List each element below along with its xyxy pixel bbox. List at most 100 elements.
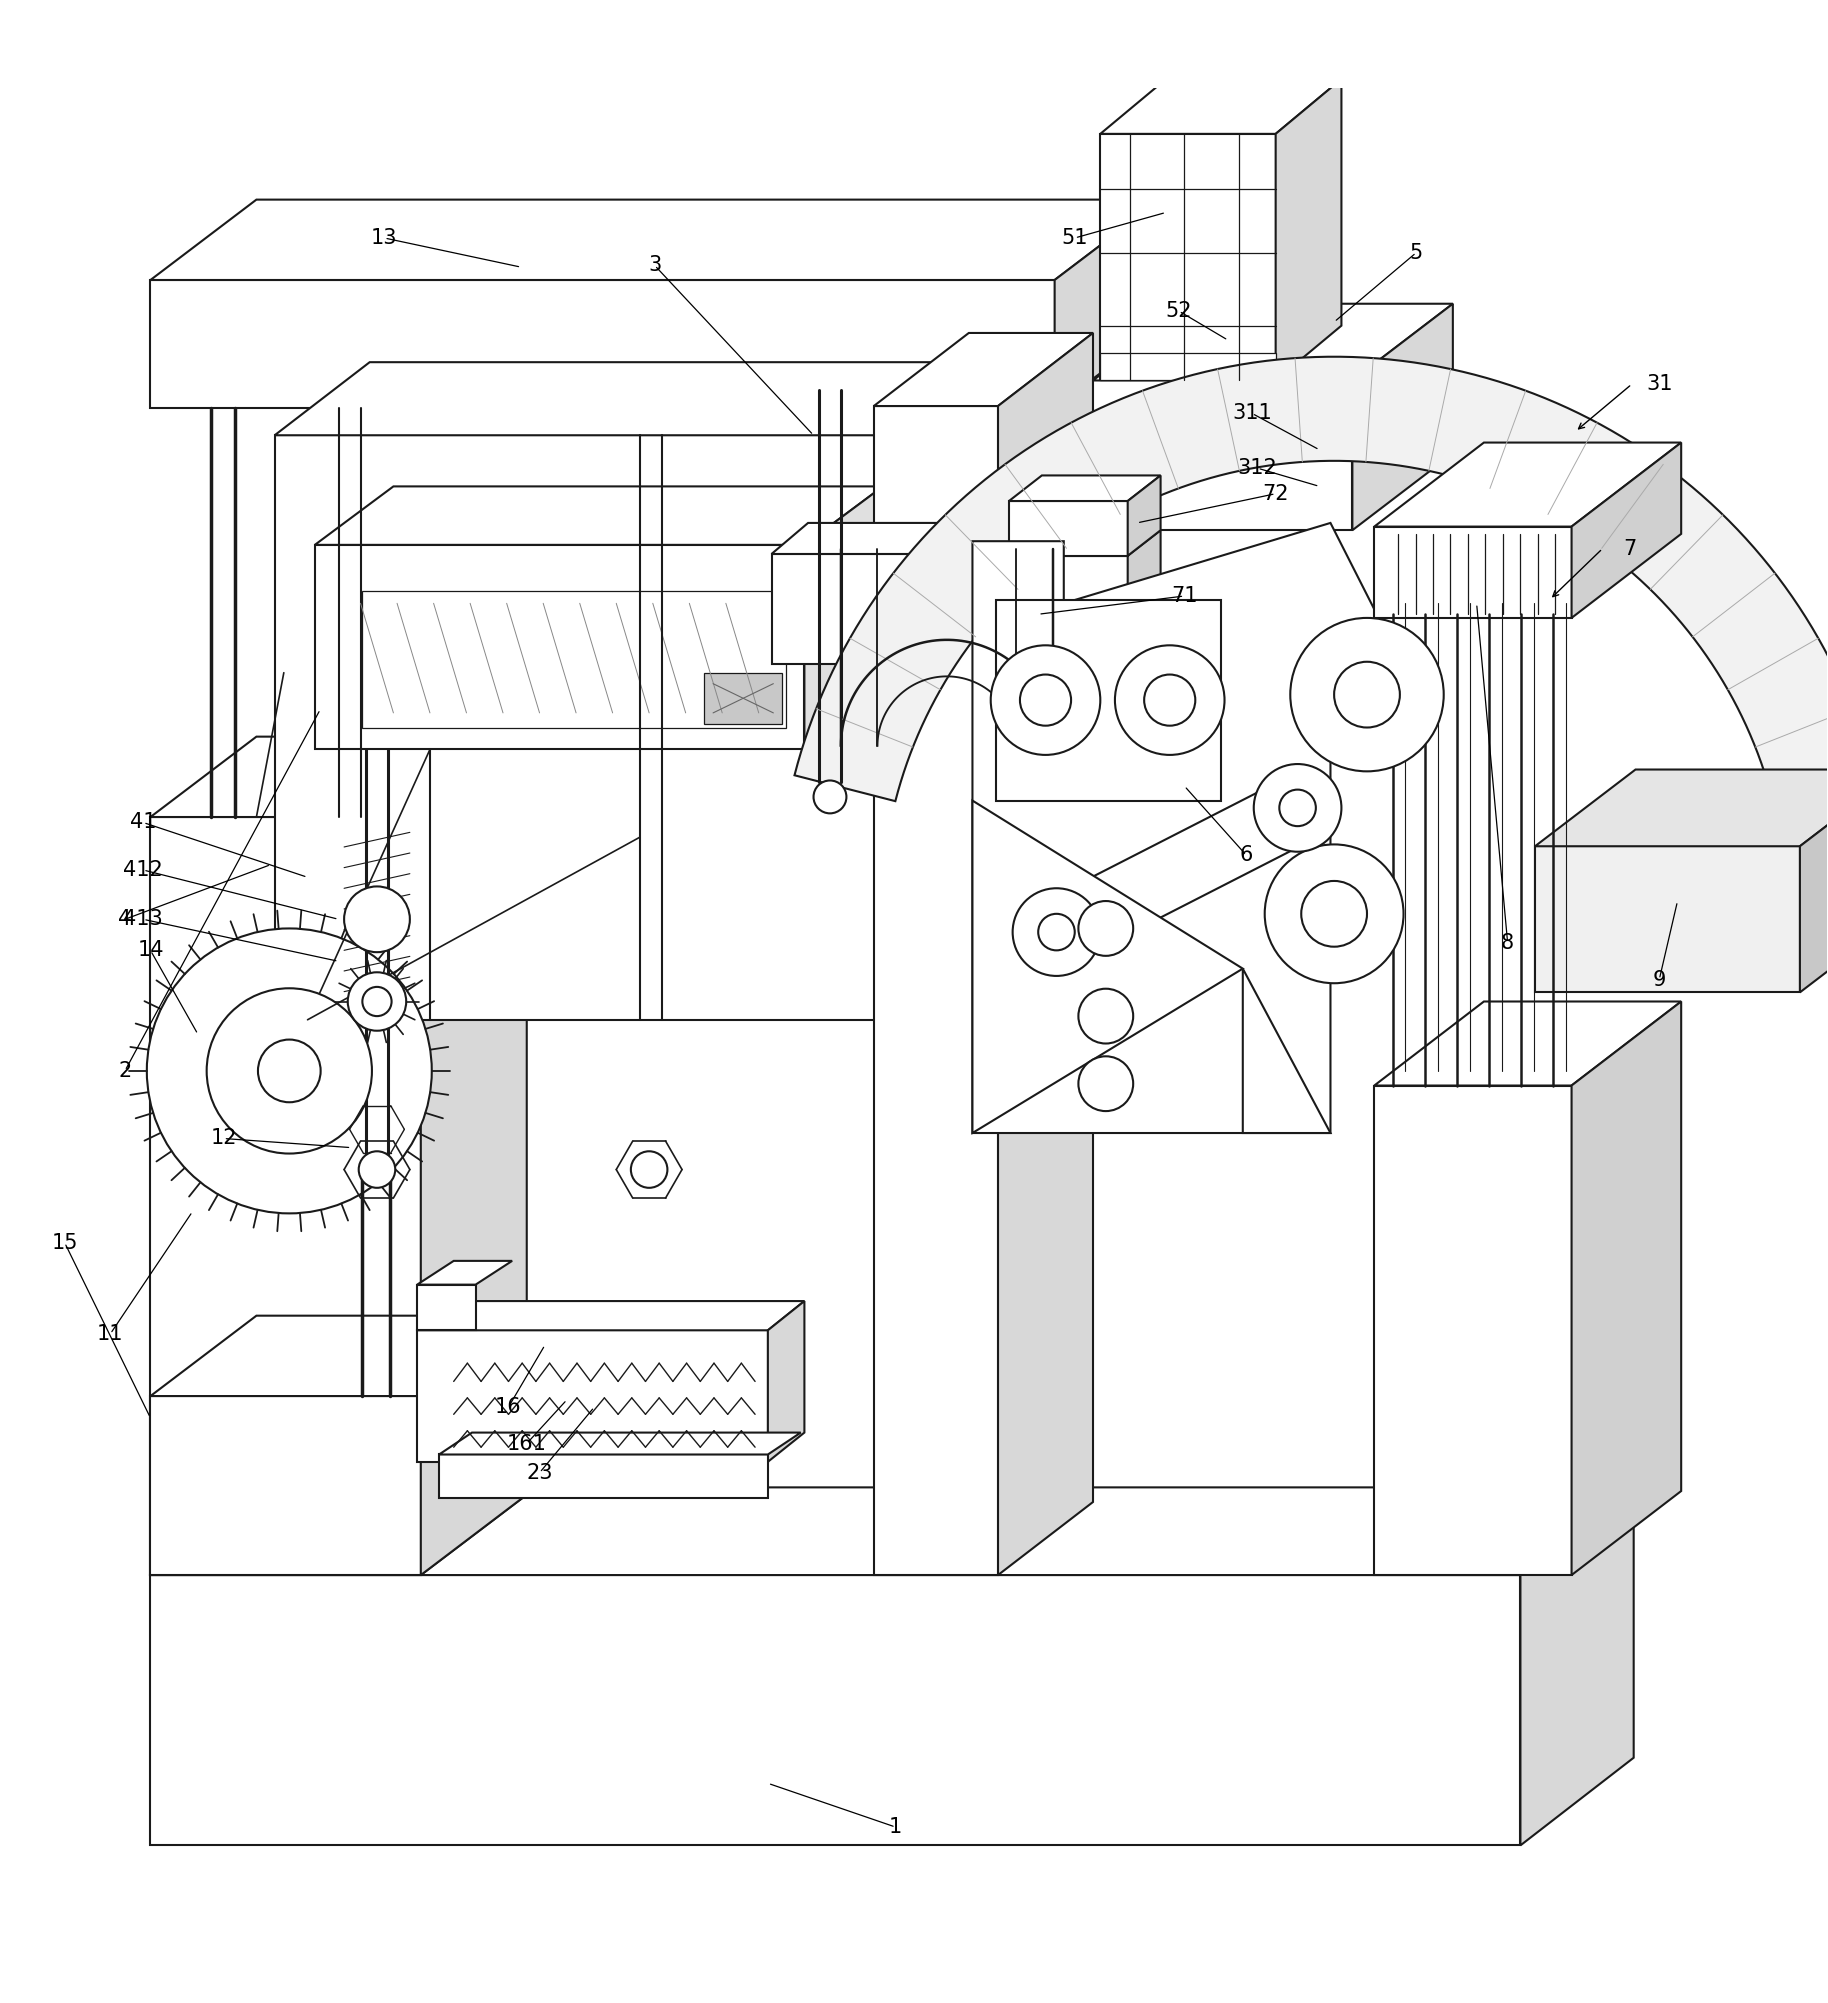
Circle shape: [1144, 675, 1196, 725]
Polygon shape: [1009, 501, 1128, 555]
Polygon shape: [1375, 443, 1682, 527]
Circle shape: [146, 929, 431, 1214]
Circle shape: [1020, 675, 1071, 725]
Text: 52: 52: [1166, 300, 1192, 320]
Polygon shape: [1055, 200, 1161, 409]
Circle shape: [1079, 989, 1133, 1044]
Polygon shape: [439, 1432, 801, 1454]
Circle shape: [358, 1152, 395, 1188]
Text: 14: 14: [137, 939, 165, 959]
Polygon shape: [1100, 78, 1342, 134]
Circle shape: [347, 971, 406, 1032]
Circle shape: [1079, 1056, 1133, 1112]
Text: 413: 413: [122, 909, 163, 929]
Text: 412: 412: [122, 859, 163, 879]
Polygon shape: [874, 332, 1093, 407]
Circle shape: [258, 1040, 320, 1102]
Polygon shape: [1572, 443, 1682, 617]
Polygon shape: [417, 1284, 475, 1330]
Circle shape: [1013, 887, 1100, 975]
Circle shape: [631, 1152, 667, 1188]
Circle shape: [1115, 645, 1225, 755]
Polygon shape: [1128, 475, 1161, 555]
Text: 3: 3: [647, 254, 662, 274]
Polygon shape: [1027, 785, 1325, 957]
Text: 13: 13: [371, 228, 397, 248]
Polygon shape: [1009, 531, 1161, 555]
Text: 5: 5: [1409, 242, 1422, 262]
Text: 4: 4: [119, 909, 132, 929]
Circle shape: [813, 781, 846, 813]
Polygon shape: [150, 200, 1161, 280]
Text: 71: 71: [1172, 587, 1197, 607]
Polygon shape: [1375, 1086, 1572, 1574]
Text: 12: 12: [210, 1128, 238, 1148]
Polygon shape: [972, 523, 1393, 1134]
Circle shape: [991, 645, 1100, 755]
Polygon shape: [1128, 531, 1161, 669]
Polygon shape: [150, 1316, 526, 1396]
Polygon shape: [768, 1302, 804, 1462]
Text: 51: 51: [1062, 228, 1088, 248]
Text: 9: 9: [1653, 969, 1665, 989]
Text: 161: 161: [506, 1434, 547, 1454]
Polygon shape: [896, 363, 991, 1020]
Circle shape: [1291, 617, 1444, 771]
Text: 23: 23: [526, 1462, 552, 1482]
Polygon shape: [1009, 475, 1161, 501]
Text: 41: 41: [130, 813, 157, 833]
Text: 16: 16: [495, 1396, 521, 1416]
Circle shape: [344, 887, 409, 951]
Polygon shape: [998, 332, 1093, 1574]
Polygon shape: [150, 817, 420, 1574]
Polygon shape: [972, 801, 1243, 1134]
Polygon shape: [795, 357, 1828, 801]
Polygon shape: [1536, 845, 1801, 991]
Polygon shape: [1536, 769, 1828, 845]
Circle shape: [207, 987, 371, 1154]
Polygon shape: [1276, 78, 1342, 381]
Circle shape: [1038, 913, 1075, 949]
Circle shape: [1302, 881, 1367, 947]
Polygon shape: [1009, 555, 1128, 669]
Text: 72: 72: [1263, 483, 1289, 503]
Polygon shape: [1100, 134, 1276, 381]
Polygon shape: [1243, 969, 1331, 1134]
Text: 15: 15: [51, 1232, 79, 1252]
Polygon shape: [439, 1454, 768, 1498]
Polygon shape: [150, 1488, 1634, 1574]
Polygon shape: [314, 487, 883, 545]
Text: 6: 6: [1239, 845, 1254, 865]
Polygon shape: [1801, 769, 1828, 991]
Polygon shape: [417, 1260, 512, 1284]
Polygon shape: [417, 1330, 768, 1462]
Polygon shape: [771, 555, 929, 663]
Polygon shape: [1521, 1488, 1634, 1845]
Polygon shape: [704, 673, 782, 723]
Text: 7: 7: [1623, 539, 1636, 559]
Polygon shape: [362, 591, 786, 727]
Text: 312: 312: [1238, 459, 1278, 479]
Circle shape: [1079, 901, 1133, 955]
Polygon shape: [1572, 1002, 1682, 1574]
Text: 11: 11: [97, 1324, 124, 1344]
Polygon shape: [417, 1302, 804, 1330]
Polygon shape: [150, 737, 526, 817]
Polygon shape: [929, 523, 965, 663]
Polygon shape: [150, 1396, 420, 1574]
Polygon shape: [1100, 353, 1276, 381]
Circle shape: [1265, 845, 1404, 983]
Polygon shape: [420, 737, 526, 1574]
Text: 8: 8: [1501, 933, 1514, 953]
Polygon shape: [1353, 304, 1453, 531]
Polygon shape: [1375, 527, 1572, 617]
Text: 1: 1: [888, 1817, 903, 1837]
Polygon shape: [150, 1574, 1521, 1845]
Circle shape: [1280, 789, 1316, 825]
Text: 31: 31: [1645, 375, 1673, 395]
Polygon shape: [1093, 304, 1453, 381]
Polygon shape: [150, 280, 1055, 409]
Polygon shape: [771, 523, 965, 555]
Polygon shape: [874, 407, 998, 1574]
Text: 2: 2: [119, 1062, 132, 1082]
